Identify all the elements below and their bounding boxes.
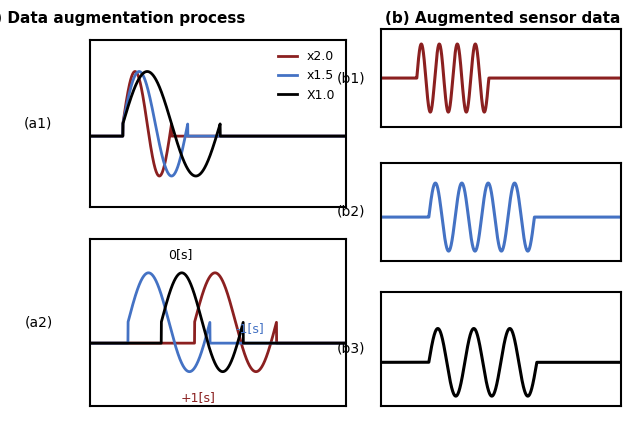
Text: -1[s]: -1[s] [236, 322, 264, 335]
Text: (b) Augmented sensor data: (b) Augmented sensor data [385, 11, 620, 26]
Text: (b1): (b1) [337, 71, 365, 85]
Text: (a) Data augmentation process: (a) Data augmentation process [0, 11, 246, 26]
Text: (b2): (b2) [337, 205, 365, 219]
Text: +1[s]: +1[s] [180, 391, 215, 404]
Legend: x2.0, x1.5, X1.0: x2.0, x1.5, X1.0 [275, 46, 339, 105]
Text: 0[s]: 0[s] [168, 248, 193, 261]
Text: (a2): (a2) [24, 315, 52, 329]
Text: (a1): (a1) [24, 117, 52, 131]
Text: (b3): (b3) [337, 342, 365, 356]
